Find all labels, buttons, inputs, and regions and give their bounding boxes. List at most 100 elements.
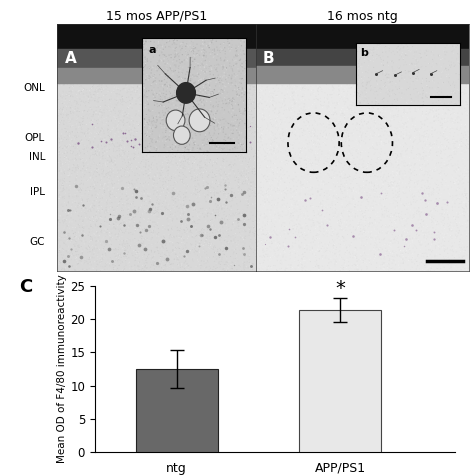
Point — [460, 205, 468, 212]
Point — [456, 228, 463, 236]
Point — [194, 217, 201, 224]
Point — [369, 267, 376, 274]
Point — [82, 178, 90, 185]
Point — [424, 101, 432, 109]
Point — [103, 218, 111, 225]
Point — [376, 107, 384, 114]
Point — [128, 159, 136, 167]
Point — [202, 140, 210, 148]
Point — [399, 45, 406, 53]
Point — [449, 224, 456, 231]
Point — [87, 186, 95, 193]
Point — [243, 199, 251, 207]
Point — [65, 262, 73, 270]
Point — [434, 242, 442, 250]
Point — [353, 77, 360, 84]
Point — [179, 176, 187, 183]
Point — [257, 217, 265, 224]
Point — [126, 121, 133, 129]
Point — [212, 235, 220, 243]
Point — [355, 222, 362, 230]
Point — [149, 121, 156, 129]
Point — [458, 168, 466, 176]
Point — [132, 199, 139, 207]
Point — [203, 175, 211, 182]
Point — [144, 172, 152, 180]
Point — [374, 155, 381, 163]
Point — [150, 90, 157, 98]
Point — [200, 110, 207, 118]
Point — [138, 206, 146, 213]
Point — [336, 100, 344, 108]
Point — [239, 233, 247, 240]
Point — [105, 118, 112, 125]
Point — [134, 185, 141, 192]
Point — [131, 226, 139, 233]
Point — [386, 182, 393, 190]
Point — [228, 221, 236, 228]
Point — [197, 87, 204, 94]
Point — [428, 143, 436, 151]
Point — [243, 170, 250, 178]
Point — [181, 162, 188, 170]
Point — [142, 242, 149, 250]
Point — [273, 127, 281, 134]
Point — [142, 84, 150, 91]
Point — [435, 116, 443, 123]
Point — [187, 95, 194, 102]
Point — [301, 215, 309, 222]
Point — [300, 139, 307, 147]
Point — [73, 112, 80, 119]
Point — [343, 105, 350, 113]
Point — [142, 76, 149, 84]
Point — [340, 121, 348, 129]
Point — [357, 104, 365, 111]
Point — [416, 208, 423, 215]
Point — [195, 186, 203, 193]
Point — [198, 243, 206, 251]
Point — [124, 211, 131, 218]
Point — [314, 235, 321, 242]
Point — [452, 192, 460, 199]
Point — [307, 90, 314, 98]
Point — [145, 231, 152, 239]
Point — [364, 79, 371, 86]
Point — [220, 136, 228, 144]
Point — [308, 192, 316, 200]
Point — [337, 195, 345, 203]
Point — [275, 147, 283, 155]
Point — [407, 221, 415, 228]
Point — [264, 229, 272, 237]
Point — [86, 218, 94, 226]
Point — [72, 184, 79, 191]
Point — [189, 138, 196, 146]
Point — [230, 57, 238, 65]
Point — [196, 240, 203, 248]
Point — [68, 99, 76, 107]
Point — [454, 231, 461, 239]
Point — [417, 101, 424, 109]
Point — [411, 79, 419, 87]
Point — [412, 125, 419, 133]
Point — [370, 235, 378, 243]
Point — [331, 165, 338, 172]
Point — [178, 235, 185, 242]
Point — [97, 213, 105, 220]
Point — [146, 148, 154, 155]
Point — [335, 219, 343, 227]
Point — [215, 130, 222, 138]
Point — [325, 103, 333, 111]
Point — [211, 243, 219, 251]
Point — [350, 166, 357, 173]
Point — [449, 192, 456, 199]
Point — [82, 202, 90, 210]
Point — [401, 162, 409, 170]
Point — [432, 151, 439, 159]
Point — [411, 160, 419, 168]
Point — [463, 130, 470, 138]
Point — [430, 168, 438, 175]
Point — [356, 92, 364, 100]
Point — [245, 100, 253, 108]
Point — [376, 120, 384, 128]
Point — [447, 125, 454, 133]
